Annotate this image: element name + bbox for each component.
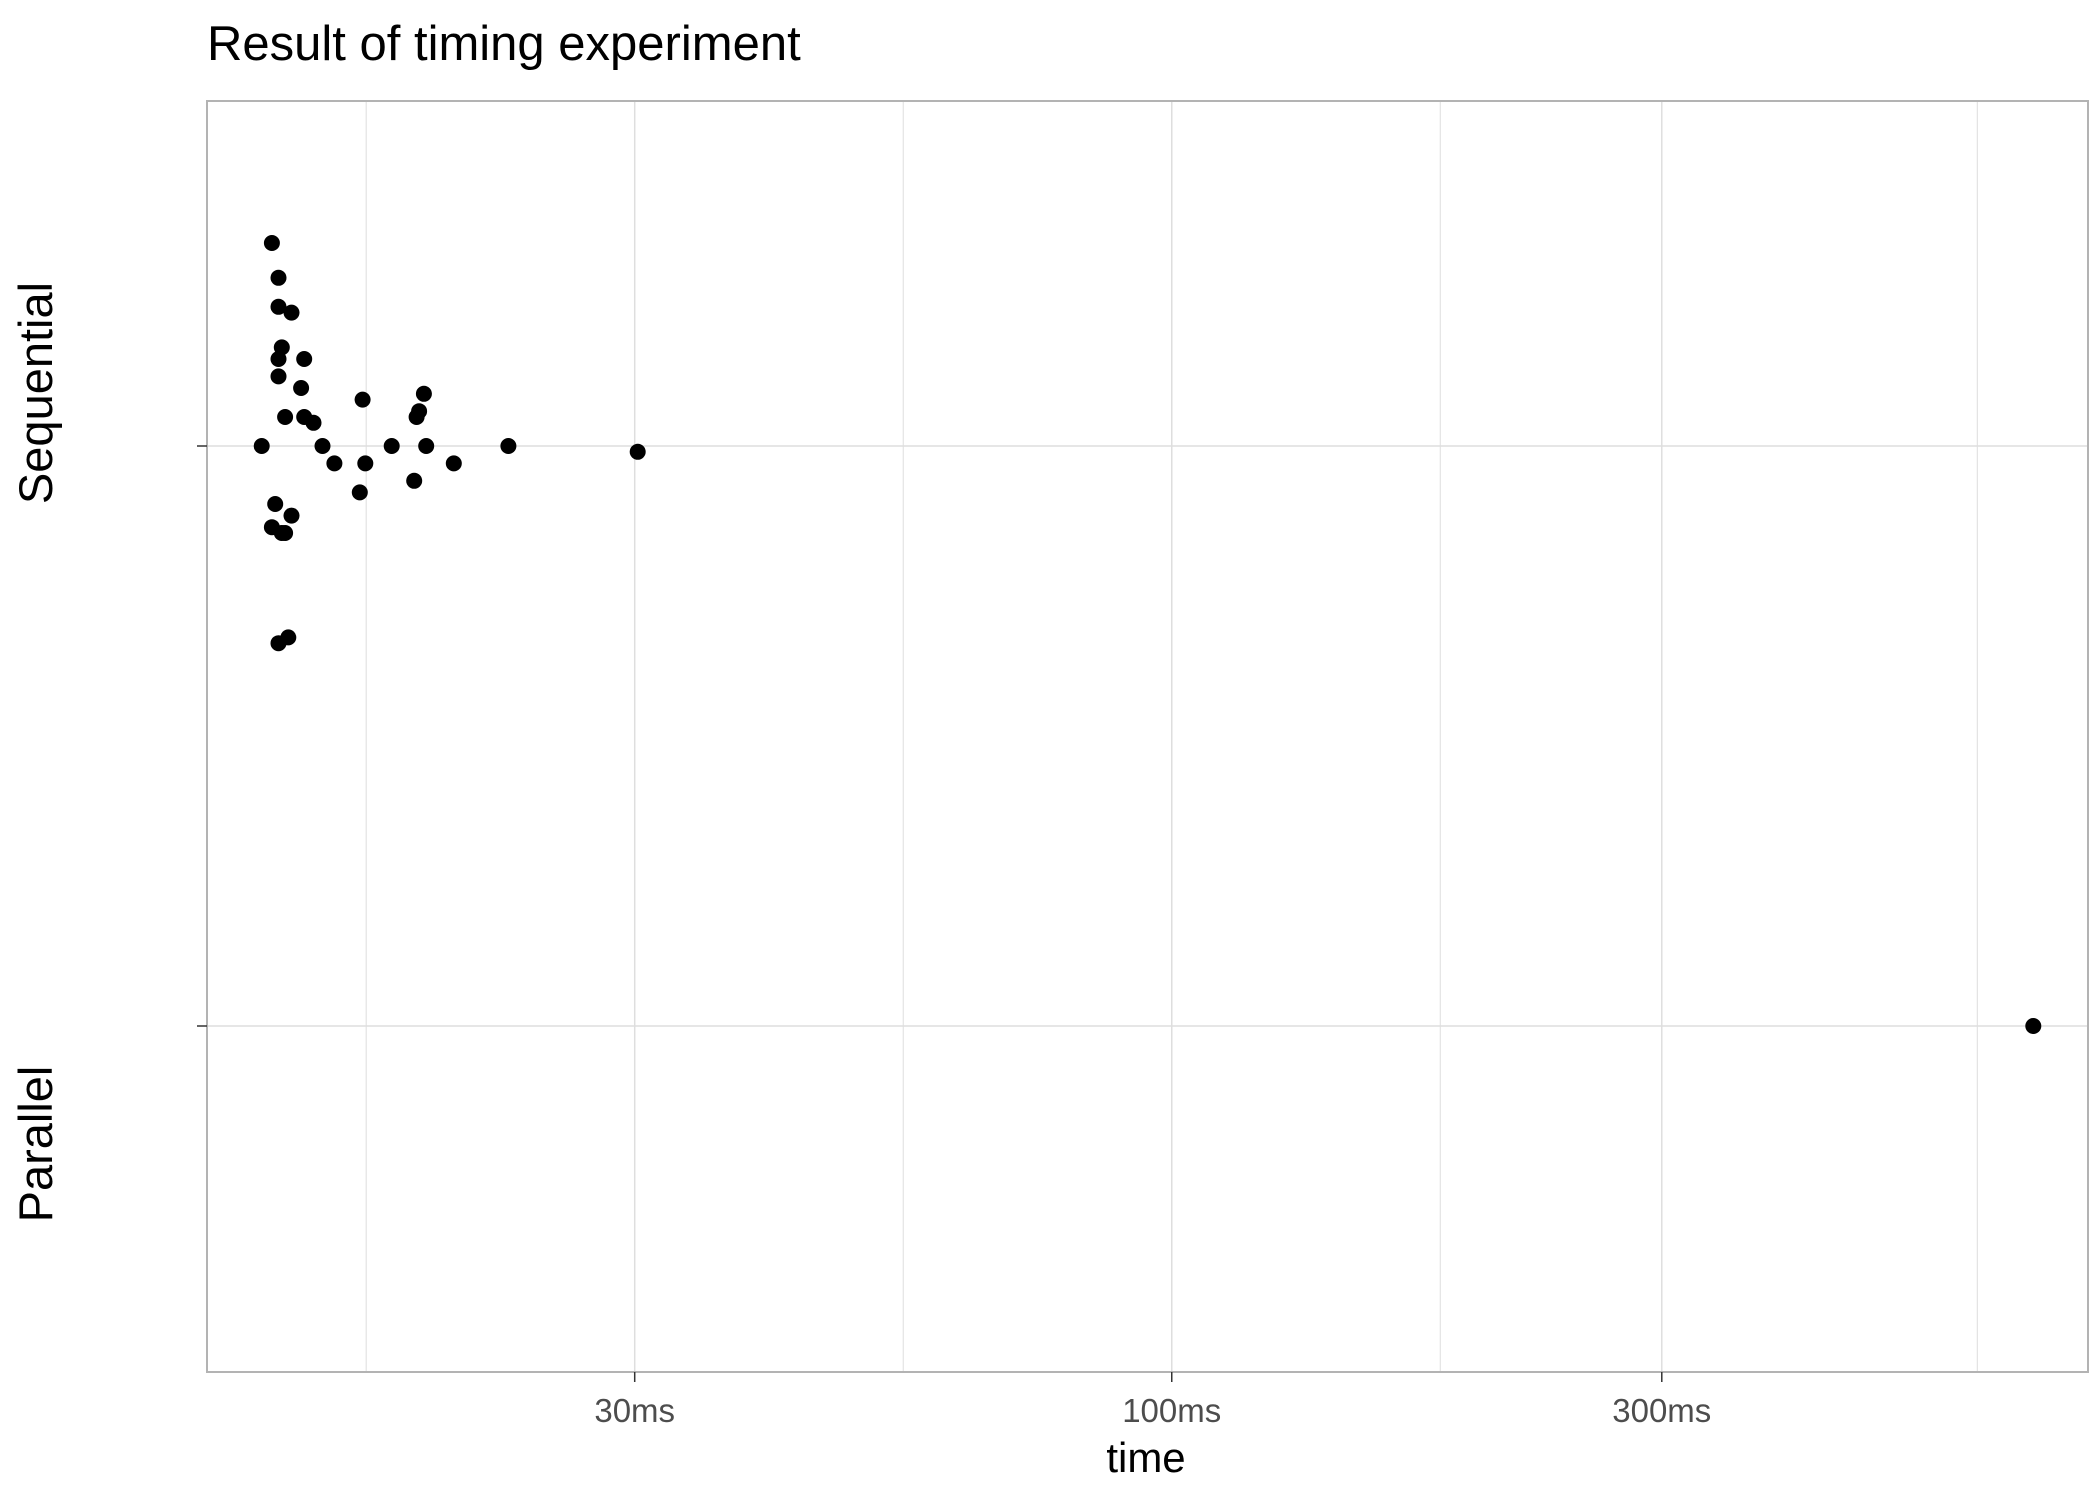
data-point — [383, 438, 400, 454]
grid-lines — [207, 101, 2088, 1372]
data-point — [280, 629, 297, 646]
data-point — [408, 409, 425, 425]
data-point — [629, 443, 646, 460]
data-point — [326, 455, 343, 472]
data-point — [406, 472, 423, 489]
data-point — [253, 438, 270, 454]
data-point — [351, 484, 368, 501]
x-tick-label: 100ms — [1122, 1392, 1221, 1429]
data-point — [293, 380, 310, 396]
y-category-label: Parallel — [9, 1066, 62, 1223]
data-point — [267, 496, 284, 512]
data-point — [277, 409, 294, 425]
x-tick-label: 30ms — [594, 1392, 675, 1429]
y-category-label: Sequential — [9, 282, 62, 504]
axis-ticks: 30ms 100ms 300ms Sequential Parallel — [9, 282, 1711, 1429]
data-point — [273, 339, 290, 356]
data-point — [2025, 1018, 2042, 1034]
data-point — [418, 438, 435, 454]
data-point — [283, 304, 300, 321]
data-point — [277, 525, 294, 541]
data-point — [354, 391, 371, 408]
data-point — [500, 438, 517, 454]
data-point — [445, 455, 462, 472]
data-points — [253, 235, 2042, 1034]
data-point — [270, 368, 287, 385]
x-axis-title: time — [1106, 1434, 1185, 1481]
data-point — [270, 298, 287, 315]
data-point — [357, 455, 374, 472]
data-point — [283, 507, 300, 524]
data-point — [270, 269, 287, 286]
x-tick-label: 300ms — [1612, 1392, 1711, 1429]
data-point — [415, 385, 432, 402]
plot-panel-border — [206, 100, 2089, 1373]
chart-title: Result of timing experiment — [207, 17, 801, 71]
data-point — [305, 414, 322, 431]
data-point — [314, 438, 331, 454]
data-point — [263, 235, 280, 251]
data-point — [296, 351, 313, 367]
